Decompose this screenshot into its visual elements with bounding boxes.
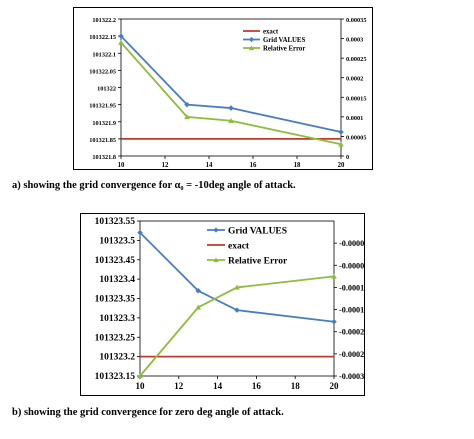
chart-a-ytick-right-label: 0.0003 [346,37,363,44]
chart-b: 101323.55 101323.5 101323.45 101323.4 101323… [80,213,365,396]
chart-b-xtick-label: 16 [252,381,262,391]
chart-a-ytick-left-label: 101321.85 [89,137,116,144]
chart-b-xtick-label: 14 [213,381,223,391]
chart-a-series-grid-values-line [120,35,342,133]
chart-a-ytick-left-label: 101321.8 [92,154,116,161]
chart-b-xtick-label: 20 [330,381,340,391]
chart-a-xtick-label: 16 [250,162,257,169]
chart-a-ytick-right-label: 0.00025 [346,56,366,63]
chart-a-ytick-left-label: 101322.2 [92,17,116,24]
chart-b-xtick-label: 18 [291,381,301,391]
chart-a-series-grid-values-point [338,129,344,135]
chart-a-series-relative-error-point [184,114,190,120]
chart-a-legend-relative-error-marker [248,45,255,51]
chart-b-series-relative-error-point [234,284,240,290]
chart-a-ytick-right-label: 0.00015 [346,95,366,102]
chart-a-legend-grid-values-label: Grid VALUES [263,37,305,44]
chart-b-legend-grid-values-label: Grid VALUES [228,226,287,236]
chart-b-ytick-left-label: 101323.35 [95,295,136,305]
chart-a-series-relative-error-line [120,41,342,146]
chart-a-series-relative-error-point [118,39,124,45]
chart-a-ytick-left-label: 101322.05 [89,68,116,75]
chart-a-xtick-label: 12 [162,162,169,169]
chart-a-legend-relative-error-label: Relative Error [263,45,305,52]
chart-b-xtick-label: 12 [174,381,184,391]
caption-a: a) showing the grid convergence for α₀ =… [12,180,296,191]
chart-b-series-grid-values-point [137,229,143,236]
chart-b-svg: 101323.55 101323.5 101323.45 101323.4 101323… [80,213,365,396]
chart-b-ytick-left-label: 101323.3 [99,314,135,324]
chart-a-xtick-label: 18 [294,162,301,169]
chart-a-series-relative-error-point [228,117,234,124]
chart-a-ytick-right-label: 0.00035 [346,17,366,24]
chart-b-ytick-left-label: 101323.4 [99,275,135,285]
chart-a-xtick-label: 20 [338,162,345,169]
chart-a-ytick-left-label: 101321.9 [92,120,116,127]
chart-b-series-relative-error-point [331,273,337,279]
chart-a-ytick-right-label: 0 [346,154,349,161]
chart-a-legend-grid-values-marker [248,36,255,43]
chart-b-series-grid-values-line [139,231,335,323]
chart-b-ytick-right-label: -0.00017 [339,306,365,315]
chart-a-ytick-left-label: 101322.15 [89,34,116,41]
chart-a: 101322.2 101322.15 101322.1 101322.05 101322… [73,7,373,170]
chart-a-series-relative-error-point [338,141,344,147]
chart-b-series-grid-values-point [234,307,240,313]
chart-b-ytick-right-label: -0.00007 [339,261,365,270]
chart-b-ytick-right-label: -0.00002 [339,239,365,248]
chart-b-series-relative-error-line [139,275,335,377]
chart-b-ytick-left-label: 101323.45 [95,256,136,266]
chart-b-xtick-label: 10 [136,381,146,391]
chart-a-series-grid-values-point [184,101,190,108]
chart-a-ytick-right-label: 0.0002 [346,76,363,83]
chart-b-legend-relative-error-label: Relative Error [228,256,288,266]
chart-a-xtick-label: 10 [118,162,125,169]
chart-b-series-grid-values-point [331,318,337,325]
chart-b-ytick-right-label: -0.00032 [339,372,365,381]
chart-b-ytick-right-label: -0.00012 [339,283,365,292]
chart-a-ytick-left-label: 101322 [97,86,116,93]
chart-a-frame [73,7,373,170]
chart-a-svg: 101322.2 101322.15 101322.1 101322.05 101322… [73,7,373,170]
chart-a-ytick-right-label: 0.00005 [346,134,366,141]
chart-b-ytick-left-label: 101323.5 [99,236,135,246]
chart-b-series-relative-error-point [137,373,143,379]
chart-a-legend-exact-label: exact [263,28,279,35]
chart-b-legend-exact-label: exact [228,241,250,251]
chart-b-ytick-left-label: 101323.15 [95,372,136,382]
chart-b-ytick-left-label: 101323.2 [99,353,135,363]
chart-b-ytick-right-label: -0.00027 [339,350,365,359]
chart-a-series-grid-values-point [228,105,234,111]
chart-a-ytick-left-label: 101322.1 [92,51,116,58]
chart-b-ytick-right-label: -0.00022 [339,328,365,337]
chart-b-ytick-left-label: 101323.25 [95,333,136,343]
chart-b-legend-grid-values-marker [213,227,219,233]
chart-b-frame [80,213,365,396]
caption-b: b) showing the grid convergence for zero… [12,407,284,418]
chart-a-xtick-label: 14 [206,162,213,169]
chart-a-ytick-left-label: 101321.95 [89,103,116,110]
chart-b-series-relative-error-point [195,304,201,310]
chart-a-ytick-right-label: 0.0001 [346,115,363,122]
chart-a-series-grid-values-point [118,33,124,39]
chart-b-ytick-left-label: 101323.55 [95,217,136,227]
chart-b-legend-relative-error-marker [213,257,219,263]
